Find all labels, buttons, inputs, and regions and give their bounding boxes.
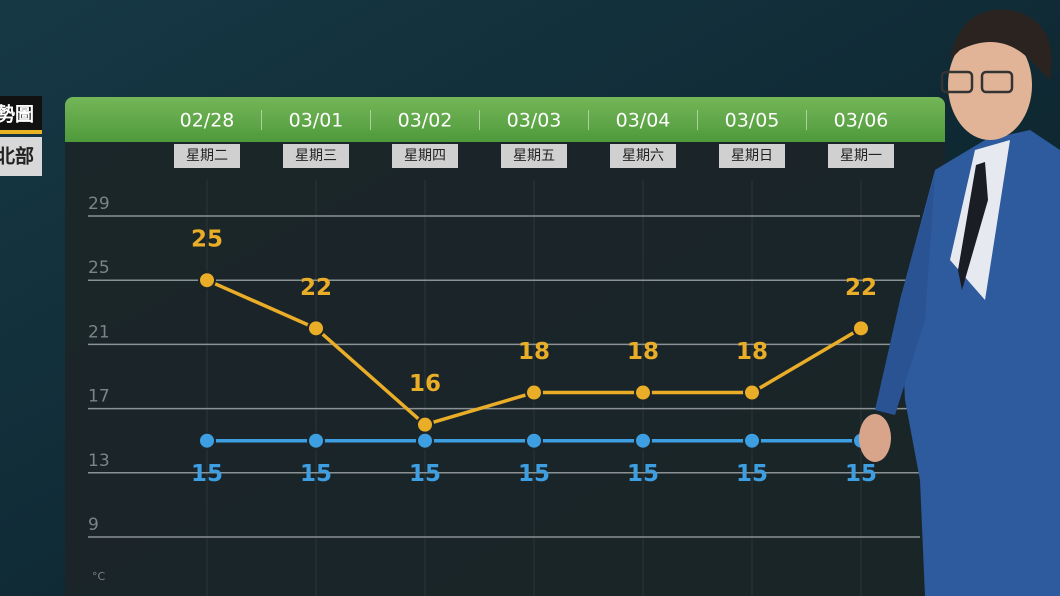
date-label: 03/06 — [834, 110, 889, 132]
value-label: 15 — [845, 461, 877, 487]
header-bar — [65, 97, 945, 142]
value-label: 18 — [518, 339, 550, 365]
hair — [950, 9, 1052, 81]
weekday-box — [719, 144, 785, 168]
date-label: 02/28 — [180, 110, 235, 132]
weekday-box — [174, 144, 240, 168]
arm — [875, 175, 935, 415]
glasses — [940, 70, 974, 94]
value-label: 15 — [627, 461, 659, 487]
tab-dark — [0, 96, 42, 130]
date-label: 03/02 — [398, 110, 453, 132]
y-tick-label: 21 — [88, 322, 110, 342]
point — [307, 319, 325, 338]
y-tick-label: 17 — [88, 387, 110, 407]
tab-text: 北部 — [0, 145, 34, 168]
point — [525, 431, 543, 450]
value-label: 18 — [736, 339, 768, 365]
weekday-label: 星期一 — [840, 148, 882, 164]
presenter — [859, 9, 1060, 596]
point — [416, 415, 434, 434]
point — [525, 383, 543, 402]
face — [948, 30, 1032, 140]
date-label: 03/01 — [289, 110, 344, 132]
tab-text: 勢圖 — [0, 103, 34, 126]
hand — [859, 414, 891, 462]
suit — [900, 130, 1060, 596]
point — [743, 431, 761, 450]
value-label: 15 — [518, 461, 550, 487]
tab-accent — [0, 130, 42, 134]
date-label: 03/05 — [725, 110, 780, 132]
weekday-box — [392, 144, 458, 168]
point — [852, 319, 870, 338]
value-label: 15 — [409, 461, 441, 487]
weekday-box — [501, 144, 567, 168]
point — [634, 431, 652, 450]
weekday-box — [828, 144, 894, 168]
weekday-label: 星期六 — [622, 148, 664, 164]
tab-light — [0, 137, 42, 176]
plot: 02/28 星期二 03/01 星期三 03/02 星期四 03/03 星期五 03/04 星期六… — [88, 110, 920, 596]
weekday-label: 星期日 — [731, 148, 773, 164]
weekday-box — [610, 144, 676, 168]
date-label: 03/04 — [616, 110, 671, 132]
y-tick-label: 25 — [88, 258, 110, 278]
weekday-label: 星期五 — [513, 148, 555, 164]
value-label: 18 — [627, 339, 659, 365]
y-tick-label: 29 — [88, 194, 110, 214]
panel — [65, 97, 945, 596]
weekday-label: 星期四 — [404, 148, 446, 164]
value-label: 15 — [191, 461, 223, 487]
weekday-label: 星期三 — [295, 148, 337, 164]
value-label: 22 — [845, 275, 877, 301]
y-tick-label: 9 — [88, 515, 99, 535]
tie — [958, 162, 988, 290]
point — [307, 431, 325, 450]
value-label: 16 — [409, 371, 441, 397]
y-tick-label: 13 — [88, 451, 110, 471]
date-label: 03/03 — [507, 110, 562, 132]
point — [198, 271, 216, 290]
unit-label: °C — [92, 570, 106, 583]
point — [634, 383, 652, 402]
value-label: 22 — [300, 275, 332, 301]
point — [198, 431, 216, 450]
glasses — [980, 70, 1014, 94]
point — [743, 383, 761, 402]
value-label: 15 — [300, 461, 332, 487]
point — [416, 431, 434, 450]
value-label: 15 — [736, 461, 768, 487]
value-label: 25 — [191, 227, 223, 253]
weekday-box — [283, 144, 349, 168]
weekday-label: 星期二 — [186, 148, 228, 164]
